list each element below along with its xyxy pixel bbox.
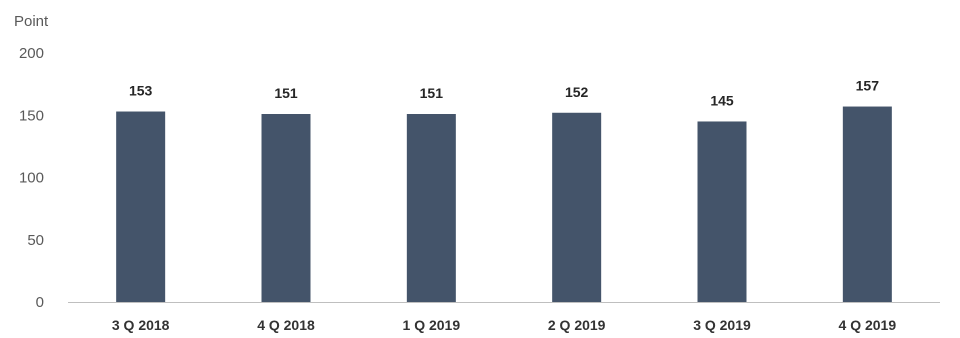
x-axis-ticks: 3 Q 2018 4 Q 2018 1 Q 2019 2 Q 2019 3 Q 2019… [112, 317, 896, 333]
y-tick-label: 200 [19, 45, 44, 62]
data-label: 151 [274, 85, 298, 101]
data-label: 157 [856, 78, 880, 94]
bars-group [116, 106, 892, 302]
data-label: 145 [710, 92, 734, 108]
data-label: 153 [129, 83, 153, 99]
y-tick-label: 150 [19, 107, 44, 124]
x-tick-label: 1 Q 2019 [403, 317, 461, 333]
x-tick-label: 4 Q 2019 [839, 317, 897, 333]
data-label: 152 [565, 84, 589, 100]
bar [697, 121, 747, 302]
x-tick-label: 3 Q 2018 [112, 317, 170, 333]
x-tick-label: 3 Q 2019 [693, 317, 751, 333]
x-tick-label: 2 Q 2019 [548, 317, 606, 333]
y-tick-label: 100 [19, 170, 44, 187]
bar [261, 114, 311, 302]
bar [116, 111, 166, 302]
y-axis-ticks: 0 50 100 150 200 [19, 45, 44, 311]
data-labels-group: 153 151 151 152 145 157 [129, 78, 879, 109]
x-tick-label: 4 Q 2018 [257, 317, 315, 333]
bar [552, 112, 602, 302]
y-tick-label: 50 [27, 232, 44, 249]
bar [842, 106, 892, 302]
y-axis-unit-label: Point [14, 13, 49, 30]
y-tick-label: 0 [36, 294, 44, 311]
bar [406, 114, 456, 302]
data-label: 151 [420, 85, 444, 101]
